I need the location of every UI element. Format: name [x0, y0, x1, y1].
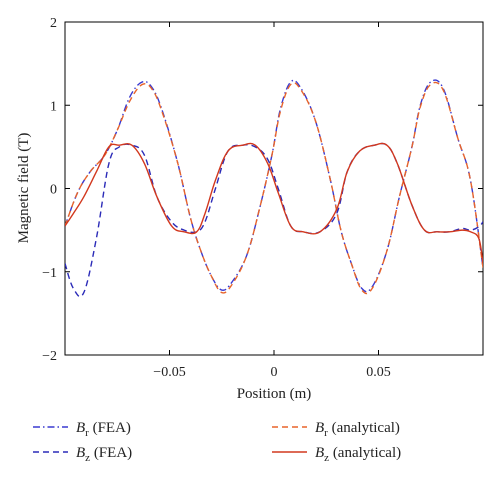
- legend-symbol: B: [76, 420, 85, 436]
- x-tick-label: 0.05: [366, 365, 391, 380]
- y-tick-label: −2: [42, 349, 57, 364]
- series-line-br_fea: [65, 79, 483, 293]
- series-layer: [65, 79, 483, 298]
- legend-label: Br (analytical): [315, 420, 400, 439]
- legend-subscript: z: [85, 452, 90, 464]
- series-line-bz_analytical: [65, 142, 483, 264]
- legend-item-br_analytical: Br (analytical): [272, 420, 400, 439]
- legend-symbol: B: [76, 445, 85, 461]
- y-axis-label: Magnetic field (T): [16, 133, 32, 244]
- legend-subscript: r: [85, 427, 89, 439]
- x-tick-label: 0: [271, 365, 278, 380]
- x-tick-label: −0.05: [153, 365, 185, 380]
- legend-label: Br (FEA): [76, 420, 131, 439]
- legend-subscript: z: [324, 452, 329, 464]
- tick-layer: −0.05 0 0.05 −2 −1 0 1 2: [42, 16, 483, 380]
- y-tick-label: 2: [50, 16, 57, 31]
- legend-symbol: B: [315, 445, 324, 461]
- legend-item-bz_analytical: Bz (analytical): [272, 445, 401, 464]
- legend-suffix: (analytical): [328, 420, 400, 436]
- legend-suffix: (analytical): [329, 445, 401, 461]
- plot-frame: [64, 21, 484, 356]
- legend-subscript: r: [324, 427, 328, 439]
- y-tick-label: 1: [50, 99, 57, 114]
- series-line-bz_fea: [65, 142, 483, 298]
- y-tick-label: −1: [42, 266, 57, 281]
- legend-label: Bz (FEA): [76, 445, 132, 464]
- x-axis-label: Position (m): [237, 386, 312, 402]
- legend: Br (FEA) Br (analytical)Bz (FEA) Bz (analy…: [33, 420, 401, 464]
- legend-suffix: (FEA): [90, 445, 132, 461]
- legend-label: Bz (analytical): [315, 445, 401, 464]
- legend-item-bz_fea: Bz (FEA): [33, 445, 132, 464]
- y-tick-label: 0: [50, 183, 57, 198]
- legend-symbol: B: [315, 420, 324, 436]
- legend-suffix: (FEA): [89, 420, 131, 436]
- legend-item-br_fea: Br (FEA): [33, 420, 131, 439]
- series-line-br_analytical: [65, 81, 483, 295]
